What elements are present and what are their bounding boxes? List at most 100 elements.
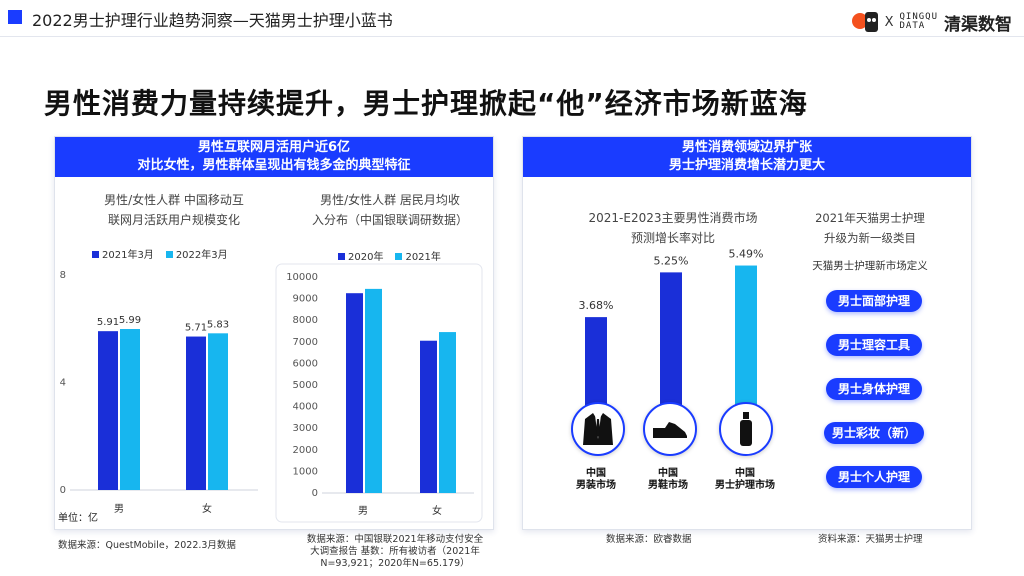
chart2-legend-item-1: 2020年 — [338, 248, 383, 263]
chart2-y-tick: 3000 — [293, 423, 318, 434]
chart1-data-label: 5.71 — [185, 323, 207, 334]
chart1-legend-item-2: 2022年3月 — [165, 246, 228, 261]
market-label-line2: 男鞋市场 — [648, 480, 688, 491]
chart2-x-tick: 男 — [358, 505, 368, 517]
chart3-title: 2021-E2023主要男性消费市场 预测增长率对比 — [568, 208, 778, 248]
left-source-1: 数据来源：QuestMobile，2022.3月数据 — [58, 540, 236, 551]
header-divider — [0, 36, 1024, 37]
legend-swatch — [165, 251, 173, 258]
market-label-menshoes: 中国 男鞋市场 — [628, 468, 708, 492]
chart1-title-line2: 联网月活跃用户规模变化 — [107, 213, 240, 227]
market-label-mens-care: 中国 男士护理市场 — [700, 468, 790, 492]
chart2-x-tick: 女 — [432, 504, 442, 517]
chart3-title-line1: 2021-E2023主要男性消费市场 — [588, 211, 758, 225]
chart1-y-tick: 4 — [60, 378, 66, 389]
chart1-title: 男性/女性人群 中国移动互 联网月活跃用户规模变化 — [74, 190, 274, 230]
market-label-line2: 男士护理市场 — [715, 480, 775, 491]
chart1-data-label: 5.83 — [207, 319, 229, 330]
chart1-x-tick: 男 — [114, 503, 124, 515]
chart2-title-line2: 入分布（中国银联调研数据） — [311, 213, 468, 227]
chart3-bar — [660, 272, 682, 422]
right-source-left: 数据来源：欧睿数据 — [606, 534, 692, 545]
chart2-y-tick: 10000 — [286, 272, 318, 283]
market-label-line1: 中国 — [658, 468, 678, 479]
chart1-bar — [98, 331, 118, 490]
chart1-title-line1: 男性/女性人群 中国移动互 — [104, 193, 244, 207]
qingqu-shuzhi-logo: 清渠数智 — [944, 14, 1012, 35]
left-source-2: 数据来源：中国银联2021年移动支付安全 大调查报告 基数：所有被访者（2021… — [290, 534, 500, 570]
chart2-y-tick: 7000 — [293, 337, 318, 348]
chart2-y-tick: 4000 — [293, 402, 318, 413]
suit-icon-graphic — [583, 413, 613, 445]
market-label-line1: 中国 — [586, 468, 606, 479]
chart2-title: 男性/女性人群 居民月均收 入分布（中国银联调研数据） — [300, 190, 480, 230]
chart1-unit-label: 单位：亿 — [58, 513, 98, 524]
right-banner-line2: 男士护理消费增长潜力更大 — [668, 158, 825, 173]
legend-swatch — [395, 253, 403, 260]
chart3-data-label: 5.49% — [729, 248, 764, 261]
chart1-y-tick: 8 — [60, 270, 66, 281]
chart1-data-label: 5.99 — [119, 315, 141, 326]
chart1-bar — [120, 329, 140, 490]
bottle-icon — [719, 402, 773, 456]
market-label-line1: 中国 — [735, 468, 755, 479]
shoe-icon-graphic — [653, 422, 687, 438]
header-accent-square — [8, 10, 22, 24]
chart3-title-line2: 预测增长率对比 — [630, 231, 715, 245]
left-banner-line2: 对比女性，男性群体呈现出有钱多金的典型特征 — [137, 158, 411, 173]
pill-personal-care: 男士个人护理 — [826, 466, 922, 488]
chart1-bar — [208, 333, 228, 490]
chart2-y-tick: 6000 — [293, 358, 318, 369]
chart3-data-label: 5.25% — [654, 254, 689, 267]
definition-label: 天猫男士护理新市场定义 — [812, 260, 928, 272]
right-banner-line1: 男性消费领域边界扩张 — [681, 140, 812, 155]
chart1-legend: 2021年3月 2022年3月 — [92, 246, 228, 261]
bottle-icon-graphic — [740, 412, 752, 446]
market-label-menswear: 中国 男装市场 — [556, 468, 636, 492]
chart2-y-tick: 2000 — [293, 445, 318, 456]
chart2-frame — [275, 263, 483, 523]
logo-x-separator: X — [884, 14, 894, 30]
left-source-2-line3: N=93,921；2020年N=65.179） — [320, 558, 470, 569]
legend-label: 2020年 — [348, 252, 384, 263]
page-headline: 男性消费力量持续提升，男士护理掀起“他”经济市场新蓝海 — [44, 87, 808, 120]
chart2-bar — [439, 332, 456, 493]
qingqu-logo-line1: QINGQU — [899, 12, 938, 22]
right-source-right: 资料来源：天猫男士护理 — [818, 534, 923, 545]
chart1-legend-item-1: 2021年3月 — [92, 246, 154, 261]
chart2-y-tick: 0 — [312, 488, 318, 499]
chart2-legend: 2020年 2021年 — [338, 248, 441, 263]
pill-makeup: 男士彩妆（新） — [824, 422, 924, 444]
qingqu-data-logo: QINGQU DATA — [899, 13, 938, 31]
chart2-bar — [420, 340, 437, 493]
right-panel-banner: 男性消费领域边界扩张 男士护理消费增长潜力更大 — [523, 137, 971, 177]
shoe-icon — [643, 402, 697, 456]
category-upgrade-line2: 升级为新一级类目 — [824, 231, 916, 245]
chart3-bar — [585, 317, 607, 422]
chart2-legend-item-2: 2021年 — [395, 248, 441, 263]
legend-swatch — [338, 253, 345, 260]
pill-body-care: 男士身体护理 — [826, 378, 922, 400]
pill-facial-care: 男士面部护理 — [826, 290, 922, 312]
chart2-y-tick: 9000 — [293, 294, 318, 305]
chart3-data-label: 3.68% — [579, 299, 614, 312]
legend-swatch — [92, 251, 99, 258]
suit-icon — [571, 402, 625, 456]
qingqu-logo-line2: DATA — [899, 21, 926, 31]
left-panel-banner: 男性互联网月活用户近6亿 对比女性，男性群体呈现出有钱多金的典型特征 — [55, 137, 493, 177]
chart2-bar — [365, 288, 382, 493]
left-source-2-line2: 大调查报告 基数：所有被访者（2021年 — [310, 546, 480, 557]
legend-label: 2021年3月 — [102, 250, 154, 261]
left-banner-line1: 男性互联网月活用户近6亿 — [197, 140, 351, 155]
chart1-x-tick: 女 — [202, 502, 212, 515]
chart2-y-tick: 8000 — [293, 315, 318, 326]
chart1-bar — [186, 336, 206, 490]
legend-label: 2022年3月 — [175, 250, 228, 261]
category-upgrade-line1: 2021年天猫男士护理 — [815, 211, 925, 225]
category-upgrade-title: 2021年天猫男士护理 升级为新一级类目 — [790, 208, 950, 248]
page-header-title: 2022男士护理行业趋势洞察—天猫男士护理小蓝书 — [32, 11, 393, 30]
left-source-2-line1: 数据来源：中国银联2021年移动支付安全 — [306, 534, 484, 545]
chart1-data-label: 5.91 — [97, 317, 119, 328]
